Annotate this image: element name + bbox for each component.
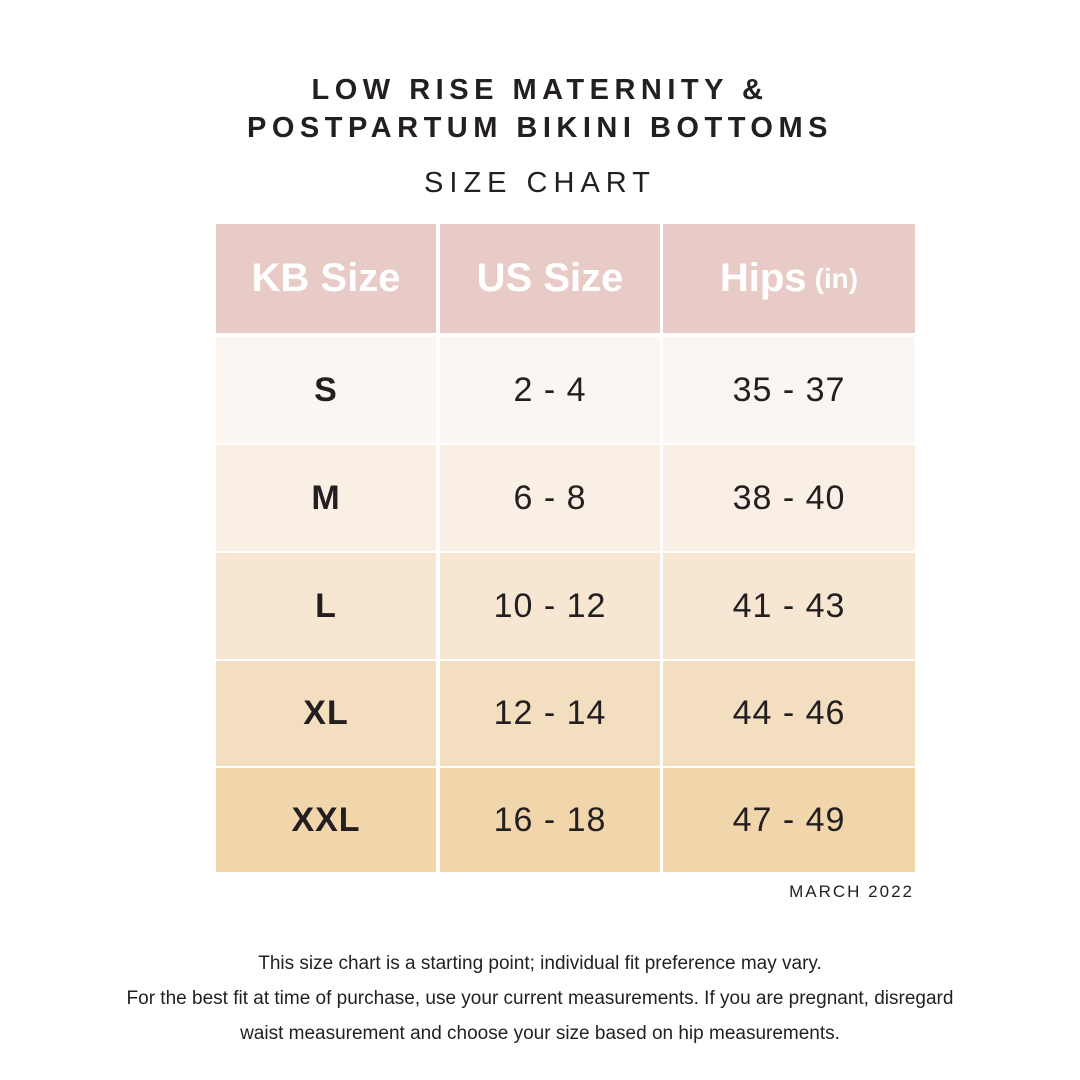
row-s-hips: 35 - 37	[663, 337, 915, 443]
row-s-us-size: 2 - 4	[440, 337, 660, 443]
row-m-kb-size: M	[216, 445, 436, 551]
chart-title-line-2: POSTPARTUM BIKINI BOTTOMS	[247, 112, 833, 144]
header-kb-size: KB Size	[216, 224, 436, 333]
chart-title-line-1: LOW RISE MATERNITY &	[311, 74, 769, 106]
header-kb-size-label: KB Size	[251, 256, 401, 300]
row-l-hips: 41 - 43	[663, 553, 915, 659]
header-hips-label: Hips	[719, 256, 807, 300]
row-l-kb-size: L	[216, 553, 436, 659]
chart-date: MARCH 2022	[789, 882, 914, 901]
row-s-kb-size: S	[216, 337, 436, 443]
row-xl-hips: 44 - 46	[663, 661, 915, 766]
header-us-size: US Size	[440, 224, 660, 333]
chart-subtitle: SIZE CHART	[424, 167, 656, 199]
row-m-us-size: 6 - 8	[440, 445, 660, 551]
row-l-us-size: 10 - 12	[440, 553, 660, 659]
header-hips-unit: (in)	[814, 262, 859, 294]
fit-note-line-3: waist measurement and choose your size b…	[240, 1023, 840, 1044]
fit-note-line-2: For the best fit at time of purchase, us…	[126, 988, 954, 1009]
row-xxl-hips: 47 - 49	[663, 768, 915, 872]
row-xxl-kb-size: XXL	[216, 768, 436, 872]
row-xl-us-size: 12 - 14	[440, 661, 660, 766]
row-xxl-us-size: 16 - 18	[440, 768, 660, 872]
header-hips: Hips (in)	[663, 224, 915, 333]
row-xl-kb-size: XL	[216, 661, 436, 766]
header-us-size-label: US Size	[476, 256, 624, 300]
fit-note-line-1: This size chart is a starting point; ind…	[258, 953, 822, 974]
size-table: KB Size US Size Hips (in) S 2 - 4 35 - 37…	[216, 224, 915, 872]
row-m-hips: 38 - 40	[663, 445, 915, 551]
